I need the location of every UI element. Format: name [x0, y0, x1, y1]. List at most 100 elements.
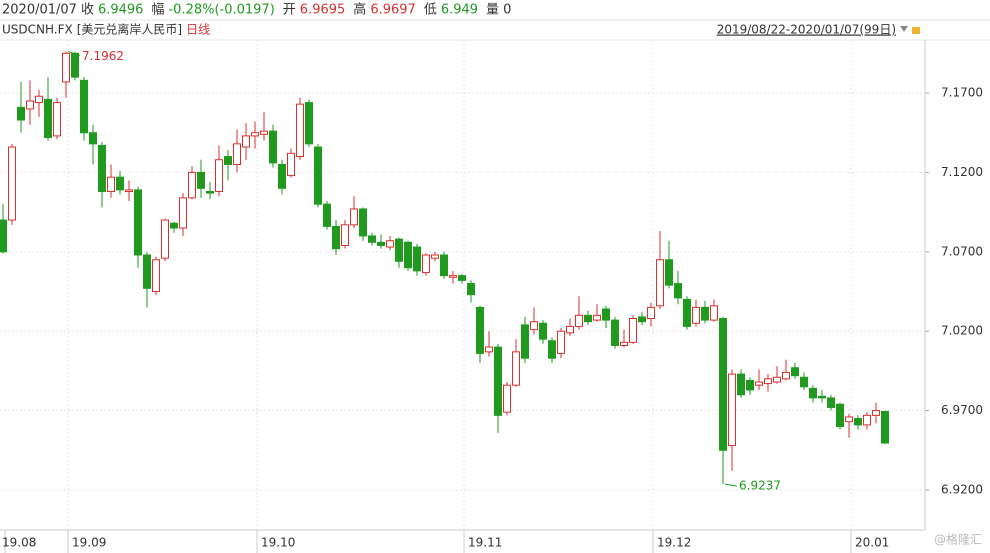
candle-body: [359, 208, 367, 237]
header-text: 6.9695: [300, 3, 346, 18]
candle-body: [521, 324, 529, 359]
candle-body: [485, 346, 493, 353]
candle-body: [125, 189, 133, 192]
candle-body: [746, 379, 754, 391]
candle-body: [287, 152, 295, 177]
instrument-name: [美元兑离岸人民币]: [77, 22, 182, 37]
candle-body: [332, 225, 340, 250]
candle-body: [71, 52, 79, 78]
candle-body: [161, 219, 169, 259]
candle-body: [692, 306, 700, 324]
candle-body: [314, 146, 322, 205]
header-text: 6.949: [441, 3, 478, 18]
candle-body: [737, 373, 745, 396]
candle-body: [710, 305, 718, 321]
candle-body: [269, 130, 277, 164]
candle-body: [368, 235, 376, 243]
candle-body: [197, 171, 205, 189]
candle-body: [422, 254, 430, 273]
period: 日线: [186, 23, 210, 37]
candle-body: [503, 384, 511, 413]
candle-body: [143, 254, 151, 289]
candle-body: [8, 146, 16, 221]
candle-body: [764, 378, 772, 385]
min-label: 6.9237: [739, 479, 781, 493]
candle-body: [638, 316, 646, 323]
candle-body: [152, 259, 160, 293]
header-text: 6.9496: [98, 3, 144, 18]
candle-body: [863, 414, 871, 426]
candle-body: [683, 298, 691, 327]
y-tick-label: 7.0700: [941, 244, 983, 258]
candle-body: [584, 314, 592, 323]
candle-body: [278, 163, 286, 189]
candle-body: [629, 318, 637, 343]
candle-body: [134, 189, 142, 256]
header-text: 收: [81, 3, 94, 18]
candle-body: [665, 259, 673, 286]
candle-body: [782, 371, 790, 380]
watermark: @格隆汇: [934, 532, 982, 547]
candle-body: [593, 314, 601, 321]
candle-body: [854, 418, 862, 426]
header-text: 幅: [151, 3, 164, 18]
candle-body: [179, 197, 187, 229]
candle-body: [773, 376, 781, 383]
header-text: 量: [486, 3, 499, 18]
x-tick-label: 19.09: [72, 536, 106, 550]
x-tick-label: 19.10: [261, 536, 295, 550]
candle-body: [224, 156, 232, 165]
candle-body: [791, 367, 799, 377]
candle-body: [413, 246, 421, 272]
candle-body: [233, 143, 241, 165]
candle-body: [557, 330, 565, 354]
candle-body: [386, 240, 394, 248]
candle-body: [836, 403, 844, 427]
header-text: 低: [424, 3, 437, 18]
candle-body: [26, 100, 34, 110]
header: 2020/01/07 收 6.9496 幅 -0.28%(-0.0197) 开 6.9695…: [2, 2, 920, 37]
x-tick-label: 19.11: [468, 536, 502, 550]
candle-body: [440, 254, 448, 277]
candle-body: [872, 410, 880, 416]
x-tick-label: 19.08: [2, 536, 36, 550]
candle-body: [602, 308, 610, 321]
dropdown-icon: [900, 26, 908, 32]
candle-body: [251, 132, 259, 137]
candle-body: [17, 106, 25, 121]
candle-body: [656, 259, 664, 307]
y-tick-label: 7.1200: [941, 165, 983, 179]
candle-body: [260, 130, 268, 135]
x-tick-label: 19.12: [657, 536, 691, 550]
header-text: 2020/01/07: [2, 3, 77, 18]
candle-body: [404, 241, 412, 269]
candle-body: [674, 283, 682, 299]
candle-body: [80, 79, 88, 134]
candle-body: [323, 203, 331, 227]
header-text: 0: [503, 3, 511, 18]
candle-body: [647, 306, 655, 320]
candle-body: [431, 254, 439, 259]
candle-body: [719, 318, 727, 451]
max-pointer: [67, 50, 81, 56]
min-pointer: [724, 483, 738, 487]
candle-body: [170, 222, 178, 229]
y-tick-label: 7.0200: [941, 324, 983, 338]
candle-body: [350, 208, 358, 226]
header-text: 开: [283, 3, 296, 18]
candle-body: [809, 387, 817, 399]
candle-body: [53, 102, 61, 137]
candle-body: [89, 132, 97, 145]
candle-body: [755, 381, 763, 386]
header-text: 高: [353, 2, 366, 18]
candle-body: [98, 144, 106, 192]
candle-body: [566, 325, 574, 334]
candle-body: [395, 238, 403, 262]
candle-body: [494, 346, 502, 416]
candle-body: [476, 306, 484, 354]
x-tick-label: 20.01: [855, 536, 889, 550]
candle-body: [611, 319, 619, 346]
candle-body: [377, 241, 385, 246]
candle-body: [341, 224, 349, 246]
